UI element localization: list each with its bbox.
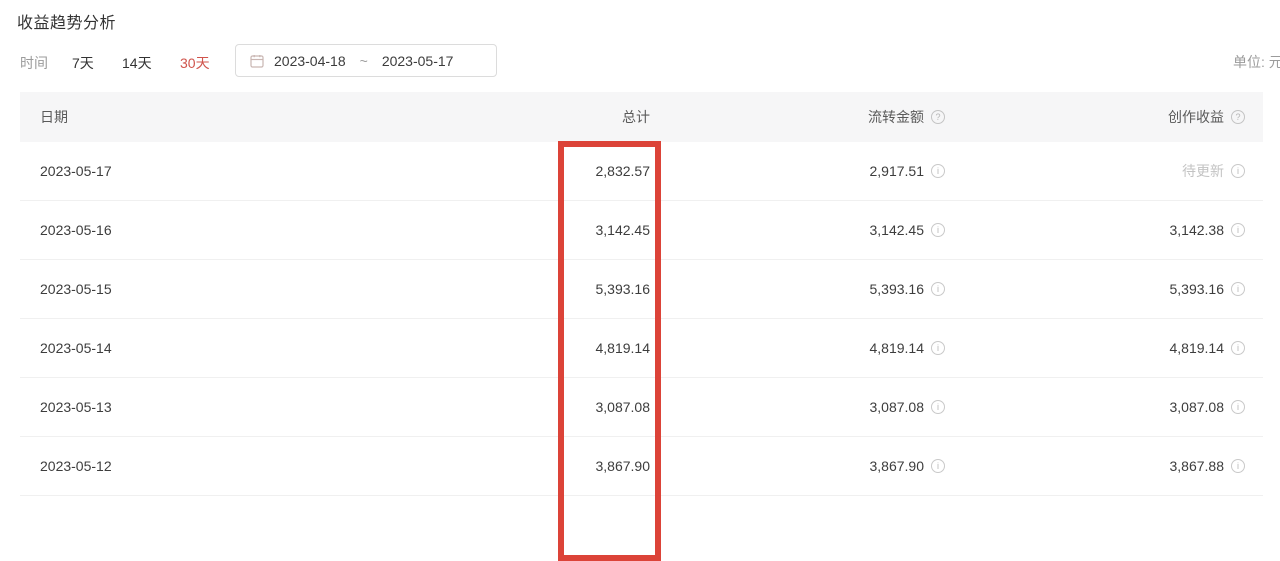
cell-transfer: 3,087.08 [869, 399, 925, 415]
page-title: 收益趋势分析 [17, 15, 117, 32]
cell-creation-pending: 待更新 [1182, 163, 1224, 179]
info-icon[interactable]: i [931, 223, 945, 237]
unit-label: 单位: 元 [1233, 54, 1280, 70]
cell-date: 2023-05-14 [40, 340, 112, 356]
date-range-start: 2023-04-18 [274, 52, 346, 69]
info-icon[interactable]: i [1231, 341, 1245, 355]
col-header-transfer: 流转金额 [868, 109, 924, 125]
time-filter-option-7d[interactable]: 7天 [72, 55, 94, 71]
earnings-table: 日期 总计 流转金额 ? 创作收益 ? 2023-05-17 2,832.57 … [20, 92, 1263, 496]
info-icon[interactable]: i [1231, 282, 1245, 296]
cell-creation: 3,142.38 [1169, 222, 1225, 238]
date-range-picker[interactable]: 2023-04-18 ~ 2023-05-17 [235, 44, 497, 77]
cell-creation: 4,819.14 [1169, 340, 1225, 356]
table-row: 2023-05-13 3,087.08 3,087.08 i 3,087.08 … [20, 378, 1263, 437]
cell-date: 2023-05-17 [40, 163, 112, 179]
date-range-separator: ~ [359, 52, 368, 69]
info-icon[interactable]: i [1231, 164, 1245, 178]
cell-total: 3,087.08 [595, 399, 651, 415]
calendar-icon [250, 54, 264, 68]
cell-creation: 5,393.16 [1169, 281, 1225, 297]
cell-date: 2023-05-13 [40, 399, 112, 415]
table-header-row: 日期 总计 流转金额 ? 创作收益 ? [20, 92, 1263, 142]
date-range-end: 2023-05-17 [381, 52, 454, 69]
cell-transfer: 3,867.90 [869, 458, 925, 474]
cell-creation: 3,087.08 [1169, 399, 1225, 415]
table-row: 2023-05-16 3,142.45 3,142.45 i 3,142.38 … [20, 201, 1263, 260]
col-header-total: 总计 [622, 109, 650, 125]
cell-total: 2,832.57 [595, 163, 651, 179]
col-header-creation: 创作收益 [1168, 109, 1224, 125]
time-filter-label: 时间 [20, 55, 48, 71]
cell-total: 4,819.14 [595, 340, 651, 356]
table-row: 2023-05-14 4,819.14 4,819.14 i 4,819.14 … [20, 319, 1263, 378]
cell-date: 2023-05-15 [40, 281, 112, 297]
col-header-date: 日期 [40, 109, 68, 125]
info-icon[interactable]: i [931, 282, 945, 296]
cell-transfer: 3,142.45 [869, 222, 925, 238]
cell-total: 3,867.90 [595, 458, 651, 474]
table-row: 2023-05-15 5,393.16 5,393.16 i 5,393.16 … [20, 260, 1263, 319]
time-filter-option-30d-active[interactable]: 30天 [180, 55, 210, 71]
cell-transfer: 5,393.16 [869, 281, 925, 297]
table-row: 2023-05-17 2,832.57 2,917.51 i 待更新 i [20, 142, 1263, 201]
cell-total: 3,142.45 [595, 222, 651, 238]
cell-creation: 3,867.88 [1169, 458, 1225, 474]
cell-transfer: 2,917.51 [869, 163, 925, 179]
info-icon[interactable]: i [931, 459, 945, 473]
info-icon[interactable]: i [1231, 223, 1245, 237]
info-icon[interactable]: i [931, 400, 945, 414]
cell-total: 5,393.16 [595, 281, 651, 297]
info-icon[interactable]: i [931, 341, 945, 355]
info-icon[interactable]: i [1231, 400, 1245, 414]
help-icon[interactable]: ? [931, 110, 945, 124]
table-row: 2023-05-12 3,867.90 3,867.90 i 3,867.88 … [20, 437, 1263, 496]
cell-date: 2023-05-16 [40, 222, 112, 238]
cell-transfer: 4,819.14 [869, 340, 925, 356]
info-icon[interactable]: i [1231, 459, 1245, 473]
help-icon[interactable]: ? [1231, 110, 1245, 124]
time-filter-option-14d[interactable]: 14天 [122, 55, 152, 71]
cell-date: 2023-05-12 [40, 458, 112, 474]
info-icon[interactable]: i [931, 164, 945, 178]
